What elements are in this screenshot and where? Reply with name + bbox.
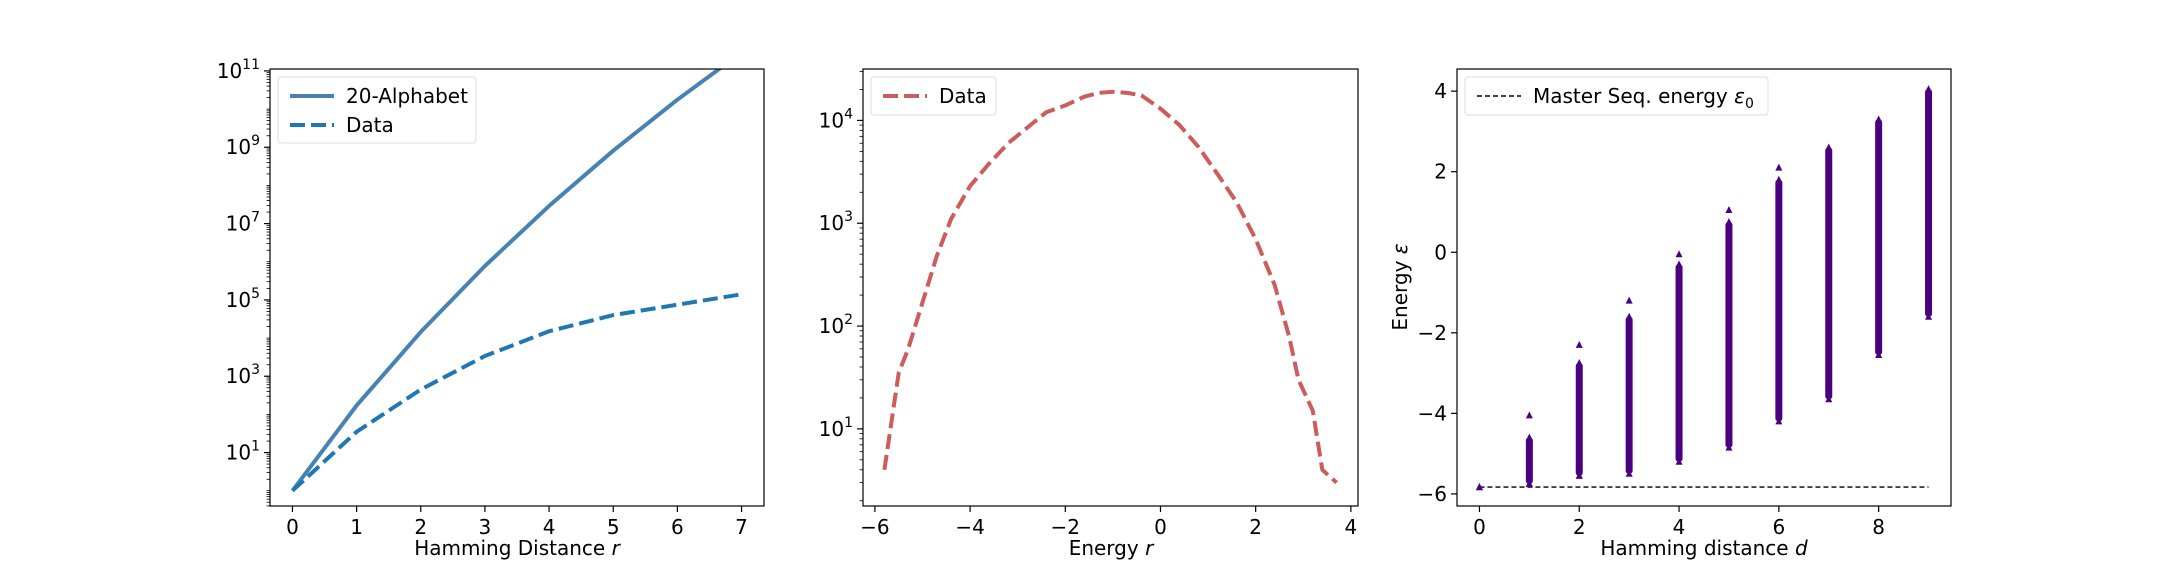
- scatter-column: [1675, 264, 1683, 462]
- x-tick-label: 8: [1872, 515, 1885, 539]
- x-tick-label: −2: [1051, 515, 1080, 539]
- scatter-column: [1625, 316, 1633, 474]
- axes-frame: [1456, 68, 1952, 507]
- y-tick-label: 101: [819, 415, 853, 441]
- scatter-column: [1925, 89, 1933, 317]
- y-tick-label: −4: [1418, 401, 1447, 425]
- scatter-point: [1725, 218, 1733, 226]
- scatter-point: [1925, 85, 1933, 93]
- scatter-point: [1575, 359, 1583, 367]
- panel-energy-distribution: −6 −4 −2 0 2 4 101 102 103 104 Energy r Data: [819, 68, 1359, 560]
- x-tick-label: 5: [607, 515, 620, 539]
- legend-label: Master Seq. energy ε0: [1533, 84, 1754, 112]
- scatter-point: [1625, 312, 1633, 320]
- scatter-point: [1525, 433, 1533, 441]
- legend: Master Seq. energy ε0: [1464, 76, 1769, 116]
- scatter-point: [1725, 443, 1733, 451]
- x-tick-label: 0: [286, 515, 299, 539]
- x-tick-label: 0: [1473, 515, 1486, 539]
- x-tick-label: 2: [1249, 515, 1262, 539]
- y-axis-label: Energy ε: [1388, 243, 1412, 330]
- y-tick-label: 102: [819, 312, 853, 338]
- y-tick-label: 104: [819, 106, 853, 132]
- x-tick-label: 6: [671, 515, 684, 539]
- x-tick-label: −6: [860, 515, 889, 539]
- scatter-point: [1875, 115, 1883, 123]
- scatter-point: [1625, 469, 1633, 477]
- scatter-point: [1675, 260, 1683, 268]
- y-tick-label: 0: [1434, 240, 1447, 264]
- legend-label: 20-Alphabet: [346, 84, 468, 108]
- y-tick-label: 4: [1434, 79, 1447, 103]
- axes-frame: [269, 68, 765, 507]
- x-axis-label: Energy r: [1069, 536, 1155, 560]
- y-tick-label: 105: [226, 286, 260, 312]
- x-tick-label: 4: [1344, 515, 1357, 539]
- scatter-point: [1825, 395, 1833, 403]
- legend: 20-Alphabet Data: [277, 76, 477, 144]
- y-tick-label: 2: [1434, 160, 1447, 184]
- x-tick-label: −4: [955, 515, 984, 539]
- scatter-point: [1575, 471, 1583, 479]
- scatter-point: [1775, 163, 1783, 171]
- scatter-column: [1825, 147, 1833, 400]
- axes-frame: [862, 68, 1359, 507]
- x-tick-label: 2: [1573, 515, 1586, 539]
- x-tick-label: 6: [1772, 515, 1785, 539]
- x-axis-label: Hamming Distance r: [414, 536, 621, 560]
- scatter-column: [1725, 222, 1733, 448]
- scatter-point: [1575, 340, 1583, 348]
- x-tick-label: 0: [1154, 515, 1167, 539]
- legend-label: Data: [939, 84, 987, 108]
- y-tick-label: 103: [819, 209, 853, 235]
- scatter-point: [1825, 143, 1833, 151]
- y-tick-label: 109: [226, 133, 260, 159]
- panel-hamming-counts: 0 1 2 3 4 5 6 7 101 103 105 107 109 1011 Hamming Dis…: [217, 57, 765, 560]
- y-tick-label: 101: [226, 439, 260, 465]
- y-tick-label: 107: [226, 210, 260, 236]
- scatter-column: [1525, 437, 1533, 484]
- x-tick-label: 4: [1673, 515, 1686, 539]
- x-tick-label: 2: [414, 515, 427, 539]
- x-tick-label: 4: [543, 515, 556, 539]
- series-line-alphabet: [290, 69, 723, 492]
- legend: Data: [870, 76, 997, 116]
- x-tick-label: 3: [479, 515, 492, 539]
- scatter-column: [1575, 363, 1583, 476]
- y-tick-label: −6: [1418, 482, 1447, 506]
- x-axis-label: Hamming distance d: [1600, 536, 1808, 560]
- scatter-column: [1775, 179, 1783, 422]
- scatter-point: [1675, 457, 1683, 465]
- y-tick-label: 103: [226, 362, 260, 388]
- scatter-point: [1725, 205, 1733, 213]
- legend-label: Data: [346, 113, 394, 137]
- y-tick-label: −2: [1418, 321, 1447, 345]
- scatter-point: [1475, 483, 1483, 491]
- scatter-column: [1875, 119, 1883, 355]
- series-line-energy: [882, 89, 1338, 485]
- scatter-point: [1625, 296, 1633, 304]
- panel-energy-vs-distance: 0 2 4 6 8 −6 −4 −2 0 2 4 Hamming distance d Energ…: [1388, 68, 1952, 560]
- scatter-point: [1775, 175, 1783, 183]
- scatter-point: [1775, 417, 1783, 425]
- scatter-point: [1925, 312, 1933, 320]
- series-line-data: [291, 292, 742, 493]
- x-tick-label: 7: [735, 515, 748, 539]
- x-tick-label: 1: [350, 515, 363, 539]
- scatter-point: [1675, 250, 1683, 258]
- scatter-point: [1525, 479, 1533, 487]
- scatter-point: [1525, 411, 1533, 419]
- scatter-point: [1875, 350, 1883, 358]
- y-tick-label: 1011: [217, 57, 260, 83]
